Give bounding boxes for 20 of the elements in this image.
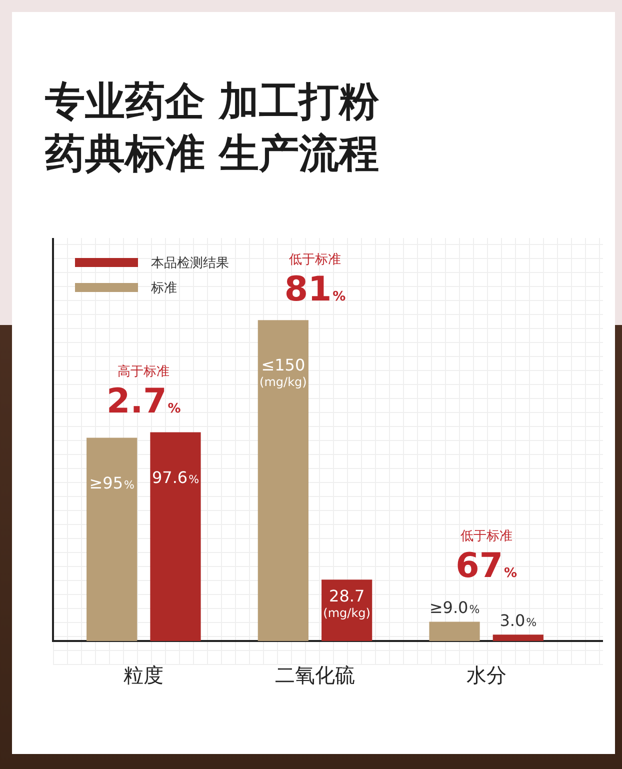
bar [258,320,308,641]
legend-label: 本品检测结果 [151,254,229,272]
data-label: ≤150 (mg/kg) [260,355,307,389]
data-label: 97.6% [152,468,200,487]
annotation: 低于标准 67% [456,529,518,586]
text: 低于标准 81% [284,252,346,310]
data-label: ≥9.0% [429,598,480,618]
chart-title: 专业药企 加工打粉药典标准 生产流程 [45,78,380,179]
data-label: ≥95% [89,474,134,493]
bar [429,622,480,641]
data-label: 3.0% [500,610,537,630]
bar [492,634,544,641]
x-tick-label: 二氧化硫 [275,663,355,688]
annotation: 高于标准 2.7% [106,364,181,422]
x-tick-label: 粒度 [124,663,164,688]
bar [86,438,138,641]
data-label: 28.7 (mg/kg) [323,586,370,620]
bar [150,432,201,641]
legend-label: 标准 [151,280,177,296]
x-tick-label: 水分 [466,663,506,688]
